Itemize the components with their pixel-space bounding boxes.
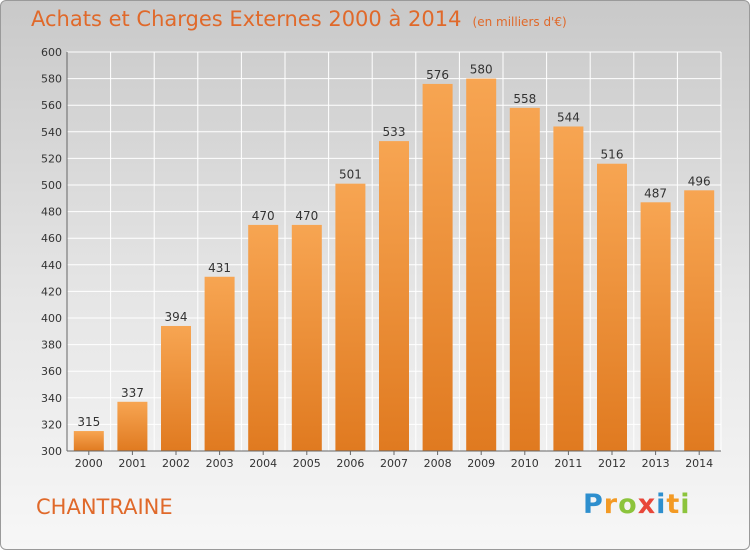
y-tick-label: 360 <box>41 365 62 378</box>
logo-letter: x <box>637 489 657 520</box>
bars: 315 337 394 431 470 470 501 533 576 580 558 544 516 4… <box>73 63 715 452</box>
x-tick-label: 2005 <box>293 457 321 470</box>
bar <box>204 276 235 451</box>
logo-letter: i <box>656 489 667 520</box>
x-tick-label: 2006 <box>336 457 364 470</box>
chart-title: Achats et Charges Externes 2000 à 2014 (… <box>31 7 567 31</box>
x-tick-label: 2009 <box>467 457 495 470</box>
x-tick-label: 2013 <box>642 457 670 470</box>
value-label: 544 <box>557 110 580 124</box>
value-label: 496 <box>688 174 711 188</box>
bar <box>161 325 191 451</box>
x-tick-label: 2011 <box>554 457 582 470</box>
bar <box>379 141 409 452</box>
value-label: 487 <box>644 186 667 200</box>
y-tick-label: 320 <box>41 418 62 431</box>
y-tick-label: 600 <box>41 46 62 59</box>
x-tick-label: 2007 <box>380 457 408 470</box>
bar <box>117 401 148 451</box>
title-main: Achats et Charges Externes 2000 à 2014 <box>31 7 462 31</box>
y-tick-label: 460 <box>41 232 62 245</box>
y-tick-label: 540 <box>41 126 62 139</box>
value-label: 580 <box>470 63 493 77</box>
x-tick-label: 2012 <box>598 457 626 470</box>
logo-letter: r <box>603 489 619 520</box>
x-tick-label: 2010 <box>511 457 539 470</box>
value-label: 516 <box>601 148 624 162</box>
x-tick-label: 2008 <box>424 457 452 470</box>
y-tick-label: 300 <box>41 445 62 458</box>
x-tick-label: 2001 <box>118 457 146 470</box>
y-tick-label: 480 <box>41 206 62 219</box>
y-tick-label: 520 <box>41 152 62 165</box>
bar <box>466 78 497 451</box>
value-label: 470 <box>252 209 275 223</box>
value-label: 576 <box>426 68 449 82</box>
value-label: 315 <box>77 415 100 429</box>
logo-letter: t <box>666 489 681 520</box>
value-label: 337 <box>121 386 144 400</box>
proxiti-logo: Proxiti <box>583 489 691 520</box>
y-tick-label: 400 <box>41 312 62 325</box>
x-tick-label: 2002 <box>162 457 190 470</box>
axes: 300 320 340 360 380 400 420 440 460 480 500 520 540 5… <box>41 46 721 470</box>
logo-letter: P <box>583 489 604 520</box>
x-tick-label: 2004 <box>249 457 277 470</box>
bar <box>248 224 279 451</box>
bar <box>73 431 104 451</box>
bar <box>684 190 715 451</box>
bar <box>553 126 584 451</box>
y-tick-label: 440 <box>41 259 62 272</box>
y-tick-label: 500 <box>41 179 62 192</box>
value-label: 394 <box>165 310 188 324</box>
value-label: 501 <box>339 168 362 182</box>
location-label: CHANTRAINE <box>36 495 173 519</box>
title-unit: (en milliers d'€) <box>472 15 567 29</box>
x-tick-label: 2003 <box>206 457 234 470</box>
bar <box>597 163 627 451</box>
logo-letter: i <box>680 489 691 520</box>
y-tick-label: 380 <box>41 339 62 352</box>
x-tick-label: 2014 <box>685 457 713 470</box>
logo-letter: o <box>618 489 638 520</box>
bar <box>291 224 322 451</box>
y-tick-label: 580 <box>41 73 62 86</box>
x-tick-label: 2000 <box>75 457 103 470</box>
value-label: 533 <box>383 125 406 139</box>
value-label: 470 <box>295 209 318 223</box>
bar <box>422 83 453 452</box>
bar <box>509 107 540 452</box>
y-tick-label: 560 <box>41 99 62 112</box>
bar <box>335 183 366 452</box>
y-tick-label: 340 <box>41 392 62 405</box>
bar <box>640 202 671 451</box>
y-tick-label: 420 <box>41 285 62 298</box>
value-label: 431 <box>208 261 231 275</box>
value-label: 558 <box>513 92 536 106</box>
